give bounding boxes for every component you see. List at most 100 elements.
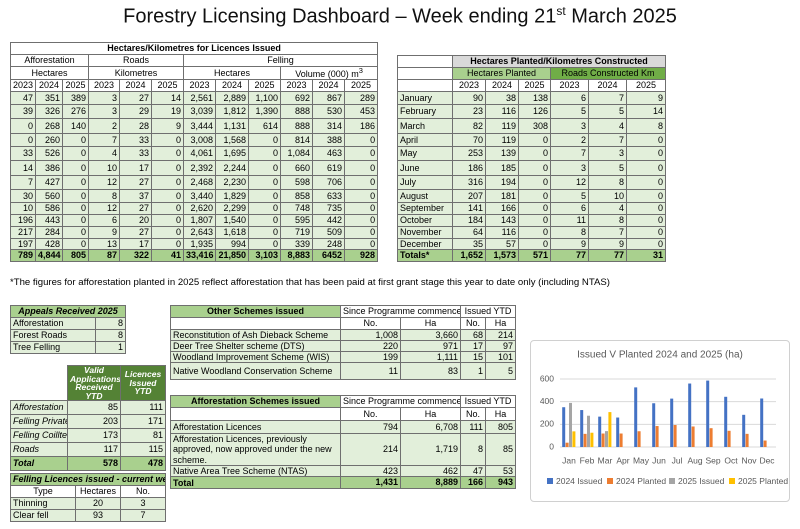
cell-value: 692	[280, 91, 313, 105]
cell-value: 928	[343, 249, 379, 262]
year-header: 2023	[183, 79, 216, 92]
cell-value: 90	[452, 91, 486, 105]
cell-value: 17	[119, 238, 152, 250]
table-row: 30 560 0 8 37 0 3,440 1,829 0 858 633 0	[10, 189, 379, 203]
table-part: January 90 38 138 6 7 9 February 23 116 126 5 5 14 Mar…	[397, 91, 667, 262]
table-part: Hectares/Kilometres for Licences Issued …	[9, 42, 379, 92]
cell-value: 12	[550, 175, 589, 190]
year-header: 2024	[35, 79, 63, 92]
cell-value: 0	[151, 133, 184, 147]
table-row: Afforestation Licences, previously appro…	[170, 432, 517, 467]
cell-value: 33	[119, 146, 152, 161]
cell-value: 0	[625, 189, 667, 203]
row-label: August	[397, 189, 453, 203]
cell-value: 2,561	[183, 91, 216, 105]
column-header: Type	[10, 485, 76, 498]
cell-value: 41	[151, 249, 184, 262]
table-row: 14 386 0 10 17 0 2,392 2,244 0 660 619 0	[10, 160, 379, 176]
column-header: Ha	[484, 317, 517, 330]
cell-value: 4	[588, 202, 627, 215]
cell-value: 858	[280, 189, 313, 203]
table-row: 39 326 276 3 29 19 3,039 1,812 1,390 888 530 453	[10, 104, 379, 119]
cell-value: 166	[460, 476, 486, 490]
cell-value: 184	[452, 214, 486, 227]
cell-value: 27	[119, 226, 152, 239]
cell-value: 17	[460, 340, 486, 352]
table-row: January 90 38 138 6 7 9	[397, 91, 667, 105]
cell-value: 571	[518, 249, 551, 262]
cell-value: 0	[343, 189, 379, 203]
chart-panel: Issued V Planted 2024 and 2025 (ha) 0 200…	[530, 340, 790, 502]
cell-value: 943	[484, 476, 517, 490]
table-header: Hectares Planted	[452, 67, 551, 80]
table-header	[397, 67, 453, 80]
cell-value: 1,111	[400, 351, 461, 363]
cell-value: 6	[550, 202, 589, 215]
table-part: Hectares Planted/Kilometres Constructed	[397, 55, 667, 68]
cell-value: 0	[151, 146, 184, 161]
cell-value: 186	[452, 160, 486, 176]
year-header: 2025	[62, 79, 89, 92]
table-header: Other Schemes issued	[170, 305, 341, 318]
table-row: Thinning 20 3	[10, 497, 167, 510]
cell-value: 805	[484, 420, 517, 434]
table-part: Other Schemes issued Since Programme comm…	[170, 305, 517, 330]
cell-value: 115	[120, 442, 166, 457]
column-header: No.	[119, 485, 167, 498]
cell-value: 428	[35, 238, 63, 250]
bar	[727, 430, 731, 447]
cell-value: 111	[460, 420, 486, 434]
bar	[590, 432, 594, 447]
table-part: Hectares/Kilometres for Licences Issued	[9, 42, 379, 55]
cell-value: 2,889	[215, 91, 249, 105]
cell-value: 0	[625, 146, 667, 161]
cell-value: 19	[151, 104, 184, 119]
table-row: Felling Coillte 173 81	[10, 428, 166, 443]
cell-value: 586	[35, 202, 63, 215]
table-part: 3	[358, 66, 363, 75]
table-row: Afforestation 8	[10, 317, 126, 330]
table-row: February 23 116 126 5 5 14	[397, 104, 667, 119]
year-header: 2024	[215, 79, 249, 92]
bar	[605, 431, 608, 447]
cell-value: 1,131	[215, 118, 249, 134]
cell-value: 0	[518, 189, 551, 203]
row-label: September	[397, 202, 453, 215]
cell-value: 2,392	[183, 160, 216, 176]
table-row: Total 578 478	[10, 456, 166, 471]
year-header: 2025	[625, 79, 667, 92]
cell-value: 117	[67, 442, 121, 457]
cell-value: 0	[248, 226, 281, 239]
table-part: Volume (000) m	[295, 69, 359, 79]
cell-value: 443	[35, 214, 63, 227]
cell-value: 2,643	[183, 226, 216, 239]
bar	[691, 426, 695, 447]
bar	[760, 398, 764, 447]
cell-value: 33	[119, 133, 152, 147]
licences-table: Hectares/Kilometres for Licences Issued …	[9, 42, 379, 262]
cell-value: 0	[62, 133, 89, 147]
cell-value: 38	[485, 91, 519, 105]
cell-value: 85	[67, 400, 121, 415]
cell-value: 6	[88, 214, 120, 227]
year-header: 2023	[452, 79, 486, 92]
cell-value: 8	[588, 175, 627, 190]
cell-value: 3	[588, 146, 627, 161]
legend-swatch	[607, 478, 613, 484]
cell-value: 14	[151, 91, 184, 105]
x-tick-label: Feb	[580, 455, 595, 465]
y-tick-label: 200	[540, 419, 554, 429]
table-header	[397, 55, 453, 68]
cell-value: 386	[35, 160, 63, 176]
bar	[763, 440, 767, 447]
cell-value: 463	[312, 146, 345, 161]
cell-value: 119	[485, 118, 519, 134]
cell-value: 0	[62, 175, 89, 190]
table-header: Afforestation Schemes issued	[170, 395, 341, 408]
cell-value: 3,103	[248, 249, 281, 262]
cell-value: 789	[10, 249, 36, 262]
bar	[562, 407, 566, 447]
cell-value: 268	[35, 118, 63, 134]
cell-value: 199	[340, 351, 401, 363]
